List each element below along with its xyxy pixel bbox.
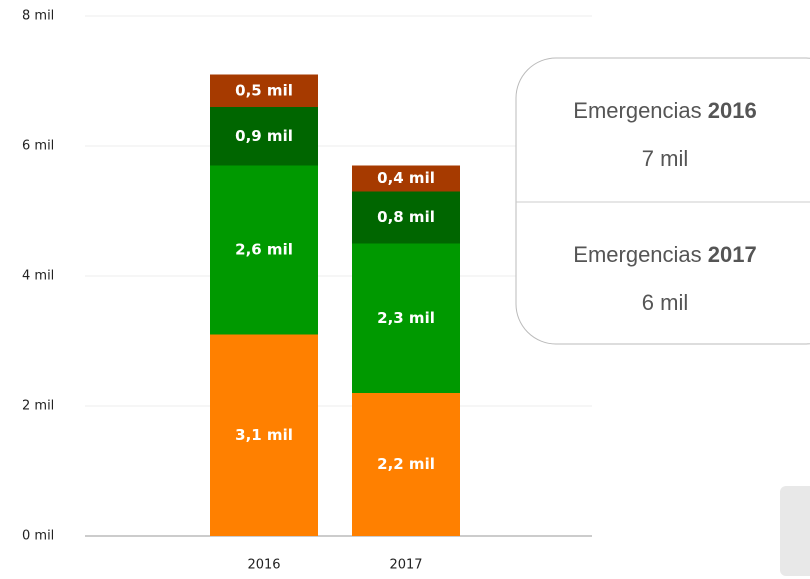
bar-segment	[352, 393, 460, 536]
value-label: 0,8 mil	[377, 208, 435, 226]
value-label: 0,9 mil	[235, 127, 293, 145]
y-tick-label: 6 mil	[22, 139, 54, 154]
tooltip-label: Emergencias	[573, 242, 701, 267]
tooltip-title: Emergencias 2017	[573, 242, 756, 267]
value-label: 0,5 mil	[235, 81, 293, 99]
y-tick-label: 2 mil	[22, 399, 54, 414]
tooltip-year: 2017	[708, 242, 757, 267]
tooltip-total: 7 mil	[642, 146, 688, 171]
value-label: 2,6 mil	[235, 241, 293, 259]
tooltip-title: Emergencias 2016	[573, 98, 756, 123]
bar-segment	[210, 165, 318, 335]
value-label: 3,1 mil	[235, 426, 293, 444]
value-label: 2,2 mil	[377, 455, 435, 473]
bar-segment	[352, 165, 460, 192]
value-label: 2,3 mil	[377, 309, 435, 327]
y-tick-label: 8 mil	[22, 9, 54, 24]
bar-segment	[210, 74, 318, 107]
x-tick-label: 2017	[389, 558, 422, 573]
bar-segment	[352, 191, 460, 244]
tooltip-total: 6 mil	[642, 290, 688, 315]
y-tick-label: 0 mil	[22, 529, 54, 544]
bar-segment	[210, 107, 318, 166]
bar-segment	[210, 334, 318, 536]
corner-button	[780, 486, 810, 576]
value-label: 0,4 mil	[377, 169, 435, 187]
tooltip-box	[515, 57, 810, 345]
tooltip-label: Emergencias	[573, 98, 701, 123]
x-tick-label: 2016	[247, 558, 280, 573]
tooltip-year: 2016	[708, 98, 757, 123]
bar-segment	[352, 243, 460, 393]
y-tick-label: 4 mil	[22, 269, 54, 284]
